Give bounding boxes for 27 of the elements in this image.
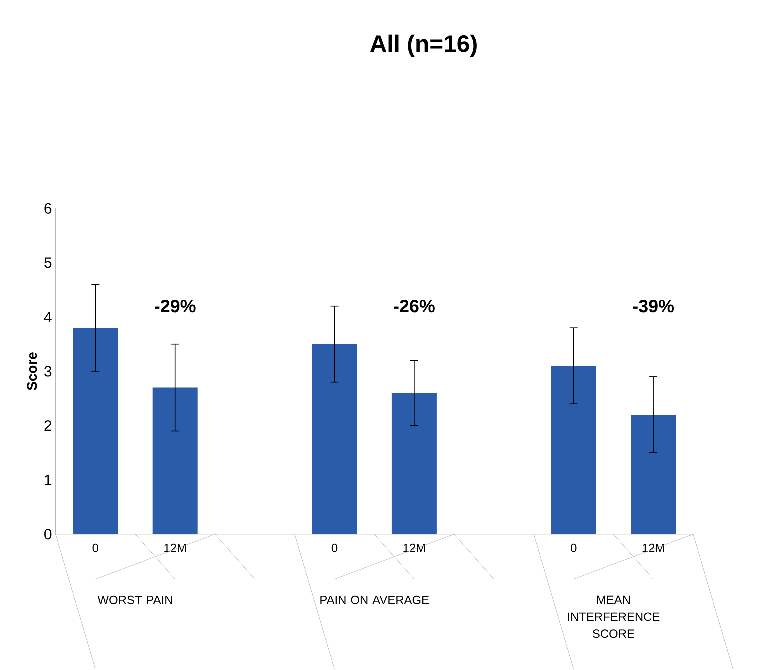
x-tick-label: 12M <box>642 544 664 552</box>
chart-title: All (n=16) <box>370 35 477 58</box>
bar <box>551 366 596 535</box>
x-tick-label: 12M <box>404 544 426 552</box>
x-tick-label: 0 <box>570 544 577 553</box>
y-axis-title: Score <box>27 352 38 391</box>
y-tick-label: 6 <box>44 204 52 214</box>
y-tick-label: 3 <box>44 366 52 377</box>
annotation: -39% <box>633 300 674 313</box>
text: PAIN ON AVERAGE <box>320 596 430 605</box>
y-tick-label: 4 <box>44 312 52 323</box>
y-tick-label: 5 <box>44 258 52 268</box>
bar <box>392 393 437 535</box>
bar <box>152 388 198 535</box>
y-tick-label: 1 <box>45 475 52 486</box>
bar <box>312 344 358 535</box>
annotation: -29% <box>155 300 196 313</box>
annotation: -26% <box>394 300 435 313</box>
x-tick-label: 12M <box>164 544 186 552</box>
text: WORST PAIN <box>98 596 172 605</box>
text: MEAN INTERFERENCE SCORE <box>568 596 660 638</box>
x-tick-label: 0 <box>92 544 99 553</box>
y-tick-label: 0 <box>44 529 52 540</box>
x-tick-label: 0 <box>332 544 338 553</box>
bar <box>73 328 118 535</box>
y-tick-label: 2 <box>44 420 52 432</box>
bar <box>631 415 676 535</box>
